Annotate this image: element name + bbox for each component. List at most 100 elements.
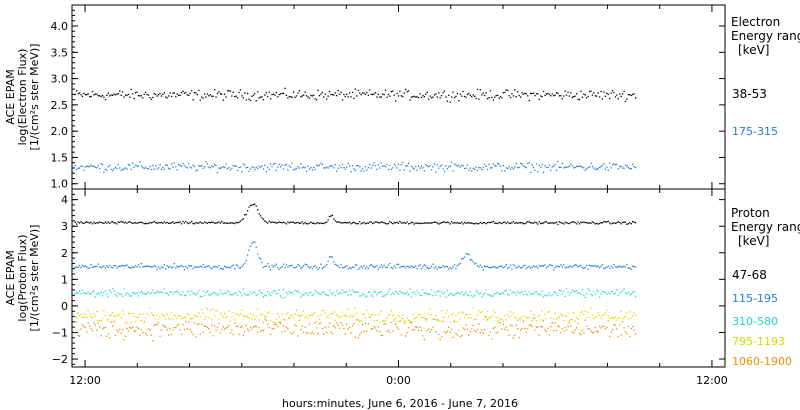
proton-point [126, 292, 128, 294]
proton-point [557, 325, 559, 327]
proton-point [168, 317, 170, 320]
proton-point [422, 316, 424, 319]
proton-point [520, 318, 522, 320]
proton-point [410, 265, 413, 267]
proton-point [502, 320, 504, 322]
proton-point [554, 312, 556, 314]
proton-point [252, 291, 255, 293]
proton-point [285, 291, 288, 293]
electron-point [284, 164, 286, 166]
proton-point [347, 268, 349, 270]
electron-point [112, 94, 114, 96]
proton-point [563, 264, 565, 266]
proton-point [295, 266, 298, 268]
proton-ytick-label: 0 [61, 300, 68, 313]
proton-point [83, 316, 85, 318]
electron-point [130, 88, 132, 91]
proton-point [146, 222, 148, 225]
proton-point [432, 221, 434, 224]
electron-point [498, 163, 500, 165]
proton-point [232, 293, 234, 295]
proton-point [317, 315, 319, 317]
proton-point [236, 325, 239, 327]
proton-point [429, 308, 431, 310]
proton-point [616, 328, 618, 330]
proton-point [426, 266, 428, 269]
electron-point [150, 98, 153, 100]
electron-point [172, 92, 174, 94]
proton-point [360, 331, 362, 334]
electron-point [305, 170, 308, 173]
electron-point [351, 165, 354, 167]
proton-point [474, 330, 476, 332]
proton-point [166, 292, 168, 295]
proton-point [334, 327, 336, 329]
proton-point [448, 294, 450, 296]
proton-point [537, 223, 539, 225]
electron-point [466, 93, 469, 96]
proton-point [448, 316, 450, 318]
proton-point [419, 222, 421, 224]
electron-ytick-label: 2.5 [51, 99, 69, 112]
proton-point [400, 222, 402, 224]
proton-point [308, 267, 311, 269]
proton-point [252, 241, 255, 243]
proton-point [209, 331, 211, 334]
proton-point [172, 293, 174, 295]
proton-point [208, 294, 210, 296]
proton-point [212, 335, 214, 337]
proton-point [140, 262, 142, 265]
proton-point [474, 263, 476, 265]
proton-point [610, 317, 612, 319]
proton-point [463, 328, 466, 331]
electron-point [384, 89, 387, 91]
electron-point [386, 163, 388, 166]
proton-point [627, 223, 629, 225]
proton-point [236, 295, 239, 297]
proton-legend-entry-1: 47-68 [732, 268, 767, 282]
electron-point [336, 95, 338, 97]
electron-point [310, 167, 312, 169]
proton-point [216, 222, 219, 224]
proton-point [232, 333, 234, 336]
proton-point [142, 292, 144, 294]
proton-point [349, 221, 351, 223]
proton-point [624, 292, 627, 294]
proton-point [524, 327, 526, 330]
proton-point [630, 317, 632, 320]
proton-point [395, 323, 397, 326]
proton-point [472, 324, 474, 326]
proton-point [522, 265, 525, 267]
electron-point [555, 169, 558, 171]
proton-point [326, 264, 328, 266]
proton-point [109, 289, 111, 292]
proton-point [606, 266, 608, 268]
electron-point [183, 92, 186, 94]
proton-point [607, 320, 609, 322]
proton-point [545, 330, 548, 333]
proton-point [228, 310, 230, 312]
proton-point [430, 222, 433, 224]
proton-point [593, 317, 595, 319]
proton-point [344, 221, 346, 224]
proton-point [163, 325, 165, 327]
proton-point [126, 264, 128, 266]
electron-point [445, 96, 447, 98]
proton-point [367, 313, 369, 315]
proton-point [343, 291, 345, 293]
electron-point [620, 165, 622, 167]
proton-series-1 [74, 203, 637, 226]
proton-point [370, 221, 372, 223]
proton-point [162, 292, 164, 294]
electron-point [632, 163, 634, 166]
electron-point [403, 169, 405, 171]
electron-point [224, 166, 226, 168]
electron-point [395, 165, 397, 167]
proton-point [491, 221, 493, 223]
electron-point [265, 171, 267, 173]
proton-point [278, 316, 280, 318]
proton-point [361, 293, 364, 295]
proton-point [596, 289, 598, 291]
electron-point [287, 97, 289, 99]
electron-point [570, 163, 572, 165]
